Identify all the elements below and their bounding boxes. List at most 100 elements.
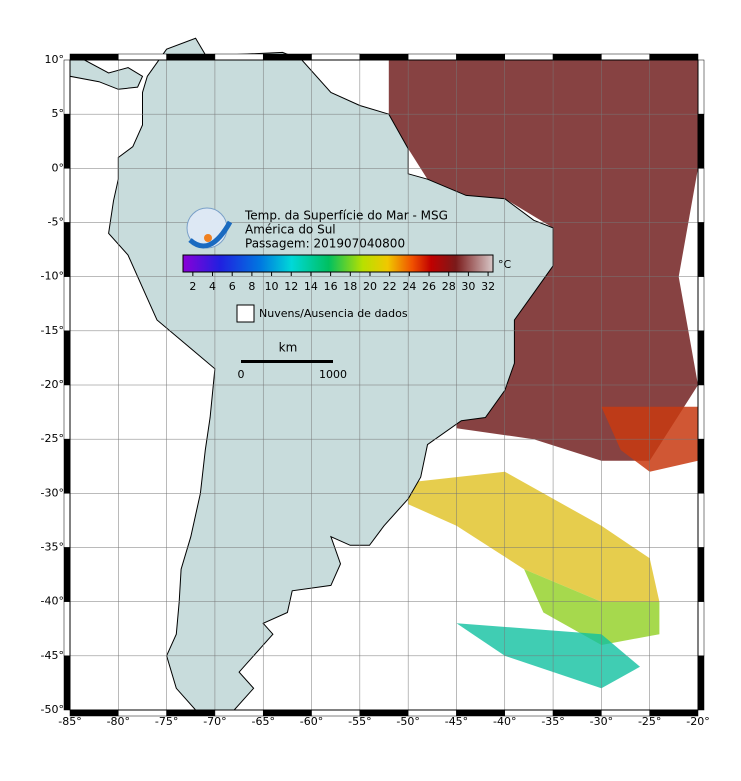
frame-bar — [262, 709, 312, 717]
colorbar-tick-label: 28 — [442, 280, 456, 293]
y-tick-label: -25° — [41, 432, 64, 445]
frame-bar — [407, 709, 457, 717]
frame-bar — [697, 168, 705, 223]
x-tick-label: -60° — [300, 715, 323, 728]
map: 10° 5° 0° -5° -10° -15° -20° -25° -30° -35° -40° -4… — [41, 37, 710, 728]
colorbar-tick-label: 10 — [265, 280, 279, 293]
colorbar-unit: °C — [498, 258, 512, 271]
frame-bar — [63, 276, 71, 332]
x-tick-label: -50° — [396, 715, 419, 728]
frame-bar — [697, 601, 705, 657]
scale-bar — [241, 360, 333, 363]
frame-bar — [166, 709, 216, 717]
frame-bar — [69, 709, 119, 717]
colorbar-tick-label: 4 — [209, 280, 216, 293]
colorbar-tick-label: 20 — [363, 280, 377, 293]
x-tick-label: -75° — [155, 715, 178, 728]
colorbar-tick-label: 30 — [461, 280, 475, 293]
frame-bar — [552, 709, 602, 717]
frame-bar — [697, 113, 705, 169]
x-tick-label: -85° — [58, 715, 81, 728]
pass-line: Passagem: 201907040800 — [245, 237, 405, 251]
sst-mid — [408, 471, 660, 602]
overlay: Temp. da Superfície do Mar - MSG América… — [182, 207, 512, 381]
y-tick-label: -35° — [41, 541, 64, 554]
y-tick-label: -30° — [41, 486, 64, 499]
colorbar-tick-label: 12 — [284, 280, 298, 293]
colorbar-tick-label: 16 — [324, 280, 338, 293]
x-tick-label: -40° — [493, 715, 516, 728]
title-line: Temp. da Superfície do Mar - MSG — [244, 209, 448, 223]
sst-mid — [524, 569, 660, 645]
y-tick-label: -10° — [41, 270, 64, 283]
y-tick-label: -15° — [41, 324, 64, 337]
x-tick-label: -65° — [251, 715, 274, 728]
frame-bar — [359, 709, 409, 717]
frame-bar — [456, 709, 506, 717]
frame-bar — [63, 113, 71, 169]
y-tick-label: -20° — [41, 378, 64, 391]
frame-bar — [63, 655, 71, 711]
y-tick-label: -40° — [41, 595, 64, 608]
frame-bar — [63, 59, 71, 115]
frame-bar — [359, 53, 409, 61]
y-tick-label: -5° — [48, 216, 64, 229]
frame-bar — [166, 53, 216, 61]
colorbar-tick-label: 8 — [248, 280, 255, 293]
colorbar-tick-label: 26 — [422, 280, 436, 293]
frame-bar — [63, 547, 71, 602]
frame-bar — [69, 53, 119, 61]
y-tick-label: 10° — [45, 53, 65, 66]
frame-bar — [311, 53, 361, 61]
frame-bar — [697, 330, 705, 386]
frame-bar — [601, 53, 650, 61]
frame-bar — [697, 438, 705, 494]
x-tick-label: -25° — [638, 715, 661, 728]
colorbar-tick-label: 2 — [189, 280, 196, 293]
frame-bar — [262, 53, 312, 61]
frame-bar — [214, 53, 264, 61]
x-tick-label: -55° — [348, 715, 371, 728]
frame-bar — [456, 53, 506, 61]
x-tick-label: -80° — [107, 715, 130, 728]
colorbar-tick-label: 18 — [343, 280, 357, 293]
frame-bar — [63, 493, 71, 548]
frame-bar — [697, 276, 705, 332]
y-tick-label: 5° — [52, 107, 65, 120]
frame-bar — [697, 222, 705, 277]
frame-bar — [63, 222, 71, 277]
frame-bar — [63, 168, 71, 223]
frame-bar — [697, 655, 705, 711]
frame-bar — [649, 53, 699, 61]
frame-bar — [649, 709, 699, 717]
sst-warm — [388, 60, 698, 461]
frame-bar — [407, 53, 457, 61]
x-tick-label: -35° — [541, 715, 564, 728]
frame-bar — [601, 709, 650, 717]
frame-bar — [118, 53, 167, 61]
colorbar-tick-label: 14 — [304, 280, 318, 293]
frame-bar — [552, 53, 602, 61]
x-tick-label: -70° — [203, 715, 226, 728]
colorbar-tick-label: 32 — [481, 280, 495, 293]
y-tick-label: -45° — [41, 649, 64, 662]
subtitle-line: América do Sul — [245, 223, 336, 237]
frame-bar — [63, 330, 71, 386]
frame-bar — [697, 493, 705, 548]
frame-bar — [63, 601, 71, 657]
central-america — [69, 59, 144, 90]
logo-arrow — [188, 220, 233, 249]
frame-bar — [697, 384, 705, 440]
x-tick-label: -20° — [686, 715, 709, 728]
scale-label: 1000 — [319, 368, 347, 381]
frame-bar — [63, 438, 71, 494]
legend-label: Nuvens/Ausencia de dados — [259, 307, 408, 320]
x-tick-label: -30° — [590, 715, 613, 728]
frame-bar — [63, 384, 71, 440]
colorbar-tick-label: 24 — [402, 280, 416, 293]
frame-bar — [504, 709, 554, 717]
logo-dot — [204, 234, 212, 242]
scale-label: 0 — [238, 368, 245, 381]
frame-bar — [214, 709, 264, 717]
